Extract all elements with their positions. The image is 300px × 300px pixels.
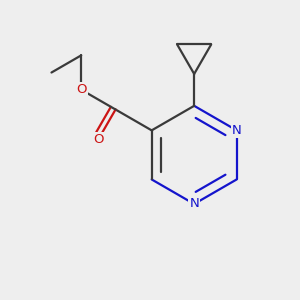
Text: N: N	[232, 124, 242, 137]
Text: N: N	[189, 197, 199, 211]
Text: O: O	[93, 133, 104, 146]
Text: O: O	[76, 83, 86, 96]
